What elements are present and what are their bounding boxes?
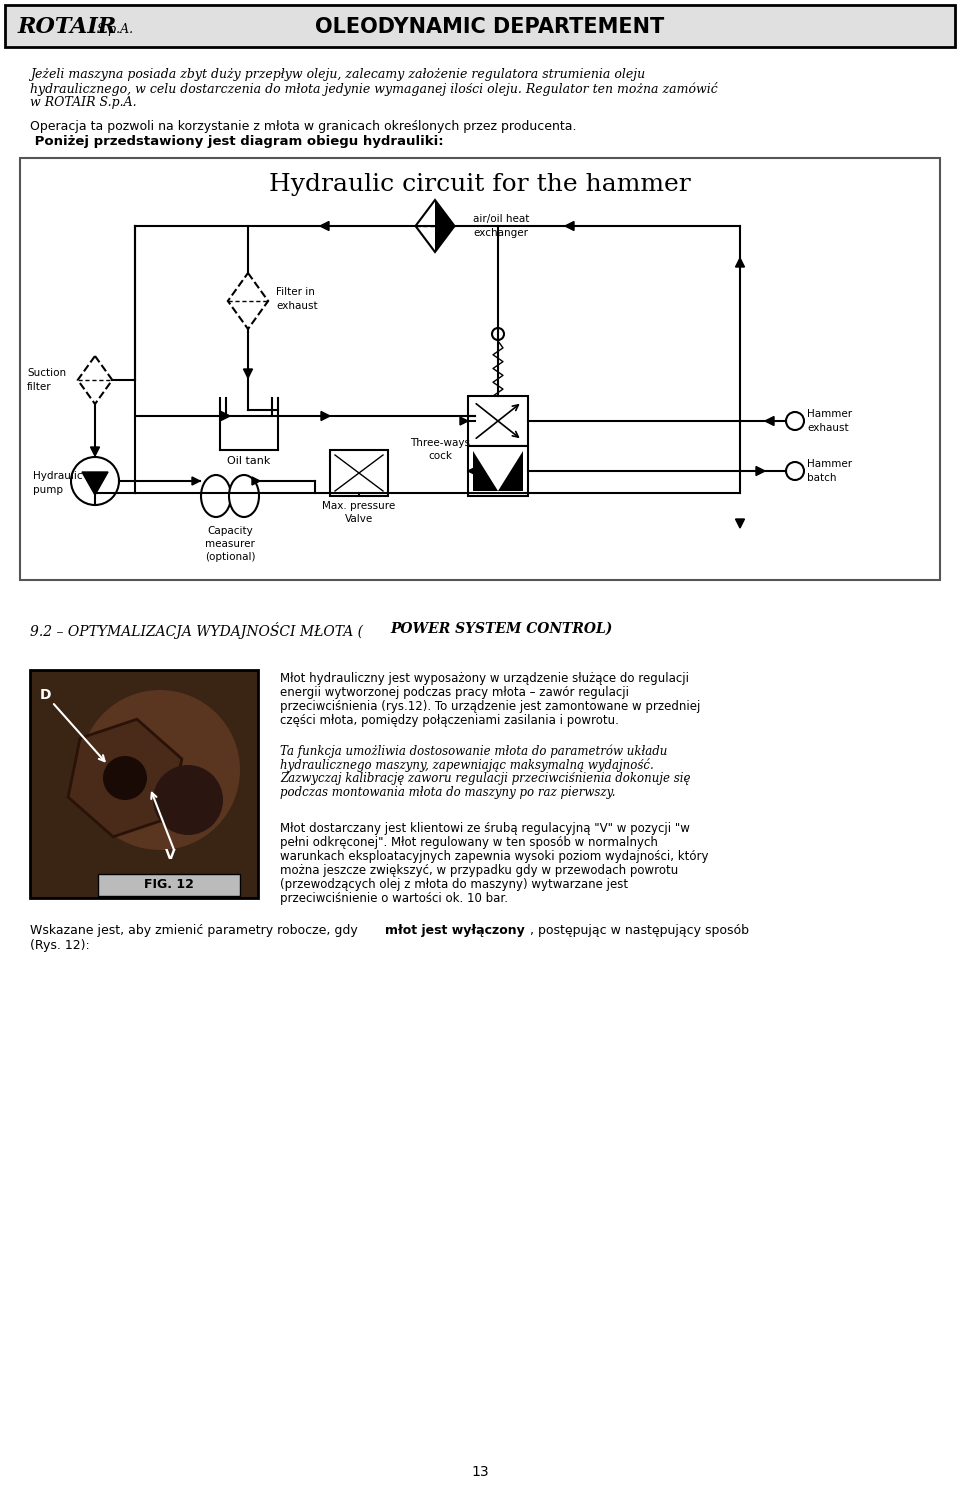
Polygon shape bbox=[416, 200, 454, 252]
Bar bbox=[330, 450, 388, 496]
Circle shape bbox=[153, 765, 223, 835]
Text: energii wytworzonej podczas pracy młota – zawór regulacji: energii wytworzonej podczas pracy młota … bbox=[280, 686, 629, 699]
Text: Valve: Valve bbox=[345, 514, 373, 524]
Polygon shape bbox=[765, 417, 774, 426]
Circle shape bbox=[71, 457, 119, 505]
Circle shape bbox=[786, 462, 804, 480]
Text: air/oil heat: air/oil heat bbox=[473, 214, 529, 224]
Text: młot jest wyłączony: młot jest wyłączony bbox=[385, 923, 525, 937]
Text: Młot dostarczany jest klientowi ze śrubą regulacyjną "V" w pozycji "w: Młot dostarczany jest klientowi ze śrubą… bbox=[280, 822, 690, 835]
Bar bbox=[5, 4, 955, 46]
Text: przeciwciśnienia (rys.12). To urządzenie jest zamontowane w przedniej: przeciwciśnienia (rys.12). To urządzenie… bbox=[280, 701, 701, 713]
Polygon shape bbox=[460, 417, 468, 424]
Text: D: D bbox=[40, 689, 52, 702]
Text: przeciwciśnienie o wartości ok. 10 bar.: przeciwciśnienie o wartości ok. 10 bar. bbox=[280, 892, 508, 905]
Ellipse shape bbox=[80, 690, 240, 850]
Text: S.p.A.: S.p.A. bbox=[97, 24, 134, 36]
Polygon shape bbox=[228, 273, 268, 329]
Text: batch: batch bbox=[807, 474, 836, 483]
Text: filter: filter bbox=[27, 382, 52, 391]
Polygon shape bbox=[192, 477, 200, 486]
Polygon shape bbox=[735, 258, 745, 267]
Text: Suction: Suction bbox=[27, 368, 66, 378]
Text: Wskazane jest, aby zmienić parametry robocze, gdy: Wskazane jest, aby zmienić parametry rob… bbox=[30, 923, 362, 937]
Polygon shape bbox=[468, 468, 476, 475]
Polygon shape bbox=[244, 369, 252, 378]
Text: ROTAIR: ROTAIR bbox=[18, 16, 117, 37]
Text: Ta funkcja umożliwia dostosowanie młota do parametrów układu: Ta funkcja umożliwia dostosowanie młota … bbox=[280, 744, 667, 757]
Text: hydraulicznego, w celu dostarczenia do młota jedynie wymaganej ilości oleju. Reg: hydraulicznego, w celu dostarczenia do m… bbox=[30, 82, 718, 96]
Text: Capacity: Capacity bbox=[207, 526, 252, 536]
Text: OLEODYNAMIC DEPARTEMENT: OLEODYNAMIC DEPARTEMENT bbox=[316, 16, 664, 37]
Text: exhaust: exhaust bbox=[807, 423, 849, 433]
Text: Hydraulic: Hydraulic bbox=[33, 471, 83, 481]
Text: FIG. 12: FIG. 12 bbox=[144, 878, 194, 892]
Text: pump: pump bbox=[33, 486, 63, 495]
Polygon shape bbox=[78, 356, 112, 403]
Text: Młot hydrauliczny jest wyposażony w urządzenie służące do regulacji: Młot hydrauliczny jest wyposażony w urzą… bbox=[280, 672, 689, 686]
Polygon shape bbox=[735, 518, 745, 527]
Polygon shape bbox=[473, 451, 498, 492]
Circle shape bbox=[103, 756, 147, 799]
Circle shape bbox=[786, 412, 804, 430]
Text: pełni odkręconej". Młot regulowany w ten sposób w normalnych: pełni odkręconej". Młot regulowany w ten… bbox=[280, 837, 658, 849]
Polygon shape bbox=[90, 447, 100, 456]
Text: (optional): (optional) bbox=[204, 551, 255, 562]
Text: Oil tank: Oil tank bbox=[228, 456, 271, 466]
Polygon shape bbox=[565, 221, 574, 230]
Text: hydraulicznego maszyny, zapewniając maksymalną wydajność.: hydraulicznego maszyny, zapewniając maks… bbox=[280, 757, 654, 772]
Text: measurer: measurer bbox=[205, 539, 255, 548]
Polygon shape bbox=[435, 200, 454, 252]
Bar bbox=[468, 396, 528, 447]
Ellipse shape bbox=[201, 475, 231, 517]
Polygon shape bbox=[498, 451, 523, 492]
Text: Max. pressure: Max. pressure bbox=[323, 500, 396, 511]
Text: Operacja ta pozwoli na korzystanie z młota w granicach określonych przez produce: Operacja ta pozwoli na korzystanie z mło… bbox=[30, 120, 577, 133]
Text: Hammer: Hammer bbox=[807, 459, 852, 469]
Ellipse shape bbox=[229, 475, 259, 517]
Text: Filter in: Filter in bbox=[276, 287, 315, 297]
Text: exchanger: exchanger bbox=[473, 229, 528, 238]
Text: (przewodzących olej z młota do maszyny) wytwarzane jest: (przewodzących olej z młota do maszyny) … bbox=[280, 878, 628, 890]
Text: Hydraulic circuit for the hammer: Hydraulic circuit for the hammer bbox=[269, 172, 691, 196]
Polygon shape bbox=[756, 466, 765, 475]
Text: , postępując w następujący sposób: , postępując w następujący sposób bbox=[530, 923, 749, 937]
Text: Poniżej przedstawiony jest diagram obiegu hydrauliki:: Poniżej przedstawiony jest diagram obieg… bbox=[30, 134, 444, 148]
Text: warunkach eksploatacyjnych zapewnia wysoki poziom wydajności, który: warunkach eksploatacyjnych zapewnia wyso… bbox=[280, 850, 708, 864]
Text: podczas montowania młota do maszyny po raz pierwszy.: podczas montowania młota do maszyny po r… bbox=[280, 786, 615, 799]
Polygon shape bbox=[82, 472, 108, 495]
Text: części młota, pomiędzy połączeniami zasilania i powrotu.: części młota, pomiędzy połączeniami zasi… bbox=[280, 714, 619, 728]
Text: exhaust: exhaust bbox=[276, 300, 318, 311]
Polygon shape bbox=[320, 221, 329, 230]
Bar bbox=[468, 447, 528, 496]
Text: Jeżeli maszyna posiada zbyt duży przepływ oleju, zalecamy założenie regulatora s: Jeżeli maszyna posiada zbyt duży przepły… bbox=[30, 69, 645, 81]
Polygon shape bbox=[321, 411, 330, 420]
Text: POWER SYSTEM CONTROL): POWER SYSTEM CONTROL) bbox=[390, 622, 612, 636]
Polygon shape bbox=[252, 477, 260, 486]
Text: Hammer: Hammer bbox=[807, 409, 852, 418]
Text: cock: cock bbox=[428, 451, 452, 462]
Text: można jeszcze zwiększyć, w przypadku gdy w przewodach powrotu: można jeszcze zwiększyć, w przypadku gdy… bbox=[280, 864, 679, 877]
Circle shape bbox=[492, 329, 504, 341]
Bar bbox=[98, 874, 240, 896]
Text: 9.2 – OPTYMALIZACJA WYDAJNOŚCI MŁOTA (: 9.2 – OPTYMALIZACJA WYDAJNOŚCI MŁOTA ( bbox=[30, 622, 363, 639]
Bar bbox=[20, 158, 940, 580]
Bar bbox=[30, 669, 258, 898]
Text: Three-ways: Three-ways bbox=[410, 438, 470, 448]
Text: w ROTAIR S.p.A.: w ROTAIR S.p.A. bbox=[30, 96, 136, 109]
Text: Zazwyczaj kalibrację zaworu regulacji przeciwciśnienia dokonuje się: Zazwyczaj kalibrację zaworu regulacji pr… bbox=[280, 772, 690, 784]
Text: V: V bbox=[165, 847, 176, 862]
Text: 13: 13 bbox=[471, 1466, 489, 1479]
Text: (Rys. 12):: (Rys. 12): bbox=[30, 940, 89, 952]
Polygon shape bbox=[221, 411, 230, 420]
